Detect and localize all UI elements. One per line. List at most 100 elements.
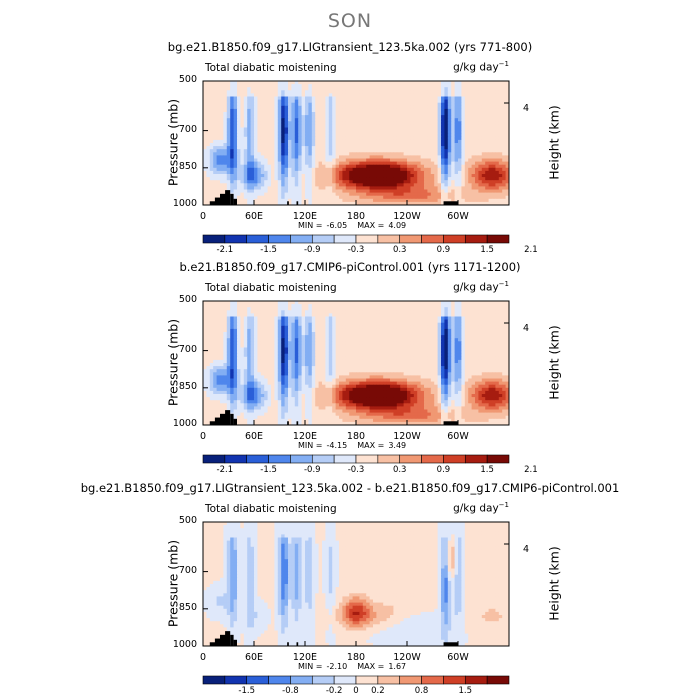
heatmap-cell (301, 310, 306, 314)
heatmap-cell (243, 338, 248, 342)
heatmap-cell (437, 170, 442, 175)
heatmap-cell (366, 341, 370, 345)
heatmap-cell (267, 180, 272, 184)
heatmap-cell (301, 87, 306, 91)
heatmap-cell (243, 102, 248, 107)
heatmap-cell (454, 325, 459, 330)
heatmap-cell (325, 192, 330, 197)
heatmap-cell (335, 124, 340, 128)
heatmap-cell (291, 183, 296, 187)
heatmap-cell (417, 146, 421, 150)
heatmap-cell (311, 328, 316, 333)
heatmap-cell (274, 170, 279, 175)
heatmap-cell (481, 332, 486, 336)
heatmap-cell (233, 192, 238, 197)
heatmap-cell (505, 186, 510, 190)
heatmap-cell (203, 161, 207, 166)
heatmap-cell (277, 192, 282, 197)
heatmap-cell (379, 155, 384, 159)
heatmap-cell (220, 164, 224, 169)
heatmap-cell (237, 189, 241, 193)
heatmap-cell (505, 84, 510, 88)
heatmap-cell (318, 201, 323, 206)
heatmap-cell (345, 158, 350, 162)
heatmap-cell (362, 186, 367, 190)
heatmap-cell (451, 99, 455, 104)
heatmap-cell (464, 301, 469, 305)
heatmap-cell (339, 167, 343, 172)
heatmap-cell (485, 316, 489, 320)
heatmap-cell (417, 81, 421, 85)
heatmap-cell (311, 118, 316, 122)
heatmap-cell (264, 81, 268, 85)
heatmap-cell (458, 118, 462, 122)
heatmap-cell (475, 124, 479, 128)
heatmap-cell (410, 81, 415, 85)
heatmap-cell (243, 105, 248, 110)
heatmap-cell (451, 164, 455, 169)
heatmap-cell (230, 344, 234, 348)
heatmap-cell (250, 310, 255, 314)
heatmap-cell (447, 161, 452, 166)
heatmap-cell (407, 322, 411, 327)
heatmap-cell (271, 183, 275, 187)
heatmap-cell (373, 338, 377, 342)
heatmap-cell (216, 341, 221, 345)
heatmap-cell (356, 152, 360, 156)
heatmap-cell (498, 332, 503, 336)
heatmap-cell (417, 127, 421, 131)
heatmap-cell (277, 84, 282, 88)
heatmap-cell (335, 167, 340, 172)
heatmap-cell (379, 301, 384, 305)
heatmap-cell (335, 186, 340, 190)
heatmap-cell (400, 325, 404, 330)
heatmap-cell (478, 195, 483, 200)
heatmap-cell (247, 301, 251, 305)
heatmap-cell (485, 130, 489, 135)
heatmap-cell (505, 192, 510, 197)
heatmap-cell (441, 310, 445, 314)
heatmap-cell (332, 313, 336, 317)
heatmap-cell (427, 304, 432, 308)
heatmap-cell (325, 198, 330, 203)
heatmap-cell (424, 325, 428, 330)
heatmap-cell (318, 344, 323, 348)
heatmap-cell (362, 149, 367, 153)
heatmap-cell (362, 133, 367, 138)
heatmap-cell (250, 186, 255, 190)
heatmap-cell (209, 127, 214, 131)
heatmap-cell (485, 152, 489, 156)
heatmap-cell (492, 310, 496, 314)
heatmap-cell (468, 338, 472, 342)
heatmap-cell (315, 301, 319, 305)
heatmap-cell (434, 335, 438, 339)
heatmap-cell (237, 304, 241, 308)
heatmap-cell (291, 170, 296, 175)
heatmap-cell (305, 152, 309, 156)
heatmap-cell (281, 189, 285, 193)
heatmap-cell (301, 108, 306, 113)
heatmap-cell (471, 127, 476, 131)
heatmap-cell (481, 136, 486, 141)
heatmap-cell (369, 99, 374, 104)
heatmap-cell (240, 344, 245, 348)
heatmap-cell (288, 152, 292, 156)
heatmap-cell (379, 127, 384, 131)
heatmap-cell (284, 183, 289, 187)
heatmap-cell (237, 136, 241, 141)
heatmap-cell (359, 201, 364, 206)
heatmap-cell (464, 167, 469, 172)
heatmap-cell (362, 313, 367, 317)
heatmap-cell (407, 112, 411, 116)
heatmap-cell (271, 93, 275, 97)
heatmap-cell (454, 124, 459, 128)
heatmap-cell (471, 310, 476, 314)
heatmap-cell (403, 152, 408, 156)
heatmap-cell (332, 325, 336, 330)
heatmap-cell (209, 143, 214, 147)
heatmap-cell (458, 112, 462, 116)
heatmap-cell (352, 341, 357, 345)
heatmap-cell (400, 307, 404, 311)
heatmap-cell (505, 328, 510, 333)
heatmap-cell (322, 105, 326, 110)
